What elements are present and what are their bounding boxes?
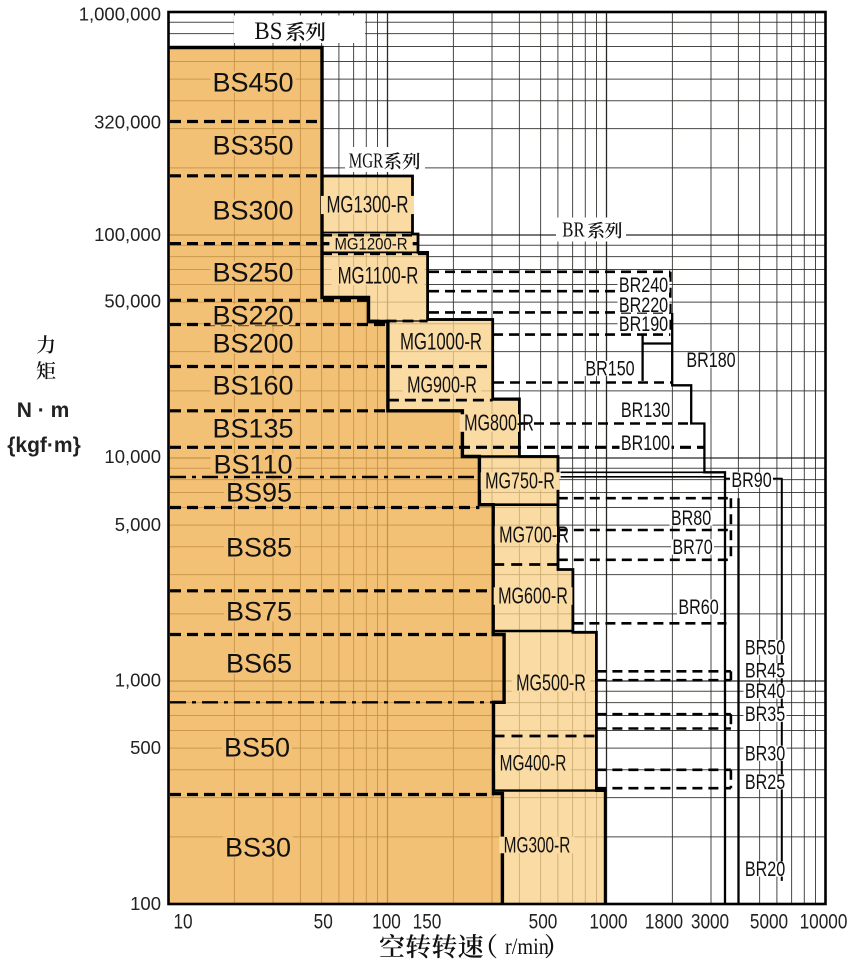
svg-text:BS30: BS30 bbox=[225, 833, 291, 863]
svg-text:BR25: BR25 bbox=[745, 771, 785, 795]
svg-text:BR220: BR220 bbox=[619, 294, 668, 318]
svg-text:BS110: BS110 bbox=[213, 450, 292, 480]
svg-text:50,000: 50,000 bbox=[104, 291, 161, 312]
svg-text:MG500-R: MG500-R bbox=[516, 671, 586, 696]
svg-text:1,000,000: 1,000,000 bbox=[79, 3, 161, 24]
svg-text:150: 150 bbox=[413, 910, 442, 934]
svg-text:MG700-R: MG700-R bbox=[499, 523, 569, 548]
svg-text:50: 50 bbox=[314, 910, 333, 934]
svg-text:BR30: BR30 bbox=[745, 742, 785, 766]
svg-text:MG400-R: MG400-R bbox=[500, 752, 567, 776]
svg-text:BR150: BR150 bbox=[585, 357, 634, 381]
svg-text:MGR: MGR bbox=[349, 149, 384, 172]
svg-text:BS50: BS50 bbox=[224, 733, 290, 763]
svg-text:MG900-R: MG900-R bbox=[407, 373, 477, 398]
svg-text:BR180: BR180 bbox=[686, 349, 735, 373]
svg-text:10,000: 10,000 bbox=[104, 446, 161, 467]
svg-text:BS95: BS95 bbox=[226, 478, 292, 508]
svg-text:BR35: BR35 bbox=[745, 703, 785, 727]
svg-text:MG1000-R: MG1000-R bbox=[400, 329, 482, 356]
svg-text:{kgf·m}: {kgf·m} bbox=[7, 434, 81, 457]
svg-text:BR: BR bbox=[562, 219, 585, 242]
svg-text:BR240: BR240 bbox=[619, 274, 668, 298]
svg-text:N · m: N · m bbox=[17, 399, 70, 422]
svg-text:BR45: BR45 bbox=[745, 660, 785, 684]
svg-text:BS350: BS350 bbox=[212, 131, 293, 161]
svg-text:BR50: BR50 bbox=[745, 636, 785, 660]
svg-text:BR40: BR40 bbox=[745, 680, 785, 704]
svg-text:BS75: BS75 bbox=[226, 597, 292, 627]
svg-text:BR130: BR130 bbox=[621, 399, 670, 423]
svg-text:MG1300-R: MG1300-R bbox=[326, 192, 408, 219]
svg-text:MG750-R: MG750-R bbox=[485, 469, 555, 494]
svg-text:BS: BS bbox=[254, 18, 282, 45]
svg-text:BS300: BS300 bbox=[212, 196, 293, 226]
svg-text:BS85: BS85 bbox=[226, 533, 292, 563]
svg-text:MG600-R: MG600-R bbox=[498, 584, 568, 609]
svg-text:100,000: 100,000 bbox=[94, 224, 161, 245]
svg-text:MG1200-R: MG1200-R bbox=[334, 236, 407, 254]
svg-text:BS135: BS135 bbox=[212, 414, 293, 444]
svg-text:BR70: BR70 bbox=[672, 536, 712, 560]
svg-text:BR60: BR60 bbox=[678, 596, 718, 620]
svg-text:BS200: BS200 bbox=[212, 329, 293, 359]
svg-text:BR190: BR190 bbox=[619, 313, 668, 337]
svg-text:100: 100 bbox=[372, 910, 401, 934]
svg-text:500: 500 bbox=[130, 737, 161, 758]
svg-text:r/min: r/min bbox=[505, 934, 549, 959]
svg-text:5000: 5000 bbox=[750, 910, 788, 934]
svg-text:BR20: BR20 bbox=[745, 858, 785, 882]
svg-text:MG800-R: MG800-R bbox=[464, 411, 534, 436]
svg-text:BR80: BR80 bbox=[671, 507, 711, 531]
svg-text:BS250: BS250 bbox=[212, 258, 293, 288]
svg-text:BS160: BS160 bbox=[212, 371, 293, 401]
svg-text:BR100: BR100 bbox=[621, 432, 670, 456]
svg-text:5,000: 5,000 bbox=[115, 514, 161, 535]
svg-text:3000: 3000 bbox=[691, 910, 729, 934]
svg-text:1800: 1800 bbox=[645, 910, 683, 934]
svg-text:10000: 10000 bbox=[800, 910, 848, 934]
svg-text:MG1100-R: MG1100-R bbox=[338, 263, 419, 290]
svg-text:BR90: BR90 bbox=[731, 469, 771, 493]
svg-text:320,000: 320,000 bbox=[94, 111, 161, 132]
svg-text:500: 500 bbox=[529, 910, 558, 934]
svg-text:10: 10 bbox=[173, 910, 192, 934]
svg-text:BS220: BS220 bbox=[212, 301, 293, 331]
svg-text:BS450: BS450 bbox=[212, 68, 293, 98]
svg-text:1000: 1000 bbox=[589, 910, 627, 934]
svg-text:BS65: BS65 bbox=[226, 649, 292, 679]
svg-text:MG300-R: MG300-R bbox=[504, 834, 571, 858]
svg-text:100: 100 bbox=[130, 893, 161, 914]
svg-text:1,000: 1,000 bbox=[115, 669, 161, 690]
